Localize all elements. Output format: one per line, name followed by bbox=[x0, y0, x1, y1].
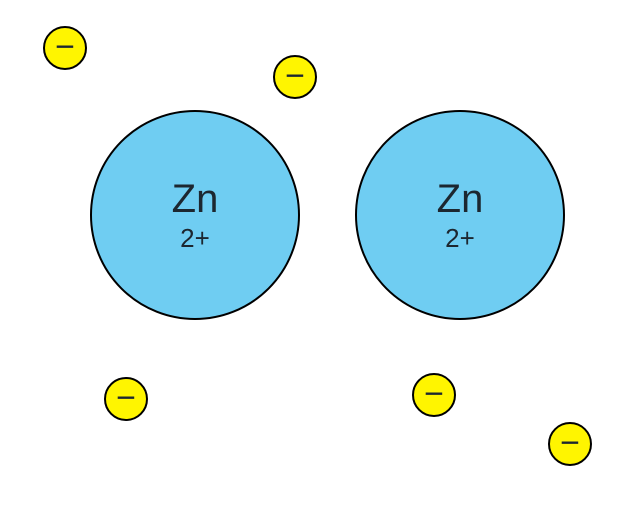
electron-4: − bbox=[412, 373, 456, 417]
electron-1: − bbox=[43, 26, 87, 70]
electron-2: − bbox=[273, 55, 317, 99]
zinc-ion-2: Zn 2+ bbox=[355, 110, 565, 320]
ion-charge: 2+ bbox=[180, 225, 210, 251]
zinc-ion-1: Zn 2+ bbox=[90, 110, 300, 320]
ion-charge: 2+ bbox=[445, 225, 475, 251]
electron-3: − bbox=[104, 377, 148, 421]
ion-symbol: Zn bbox=[437, 179, 484, 219]
ion-symbol: Zn bbox=[172, 179, 219, 219]
electron-5: − bbox=[548, 422, 592, 466]
diagram-canvas: Zn 2+ Zn 2+ − − − − − bbox=[0, 0, 640, 512]
